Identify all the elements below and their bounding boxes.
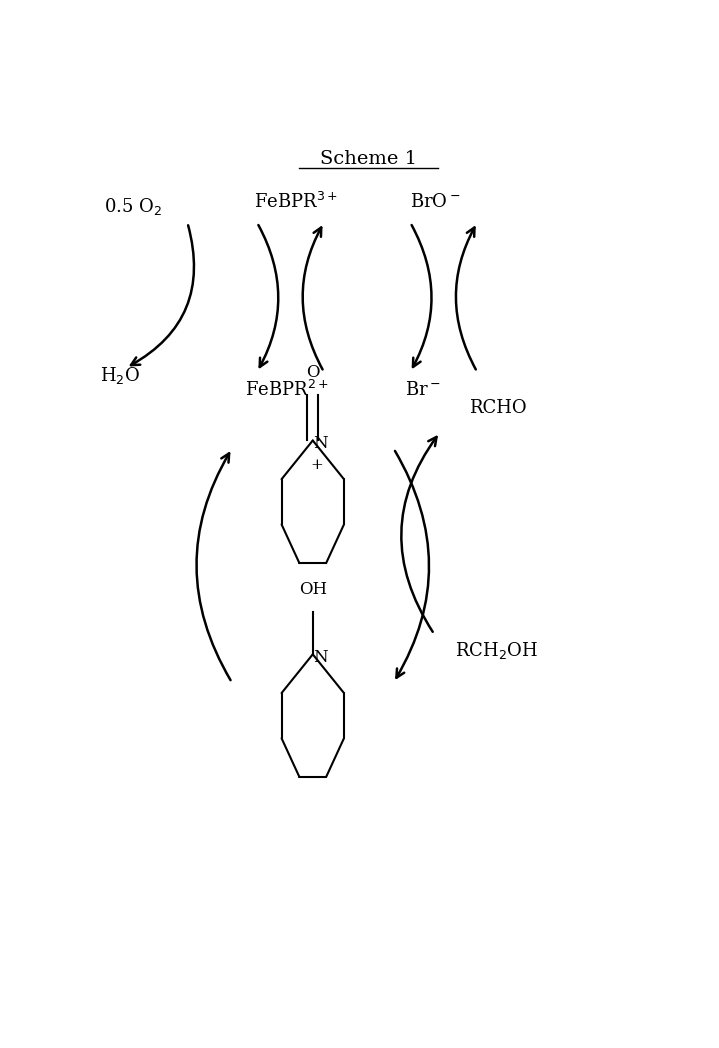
Text: OH: OH <box>298 582 327 598</box>
Text: Scheme 1: Scheme 1 <box>320 150 417 168</box>
Text: RCHO: RCHO <box>469 399 526 417</box>
Text: RCH$_2$OH: RCH$_2$OH <box>455 639 538 661</box>
Text: FeBPR$^{2+}$: FeBPR$^{2+}$ <box>244 380 329 400</box>
Text: Br$^-$: Br$^-$ <box>405 381 441 399</box>
Text: H$_2$O: H$_2$O <box>100 366 140 387</box>
Text: FeBPR$^{3+}$: FeBPR$^{3+}$ <box>255 193 338 213</box>
Text: +: + <box>310 458 323 472</box>
Text: O: O <box>306 365 319 381</box>
Text: BrO$^-$: BrO$^-$ <box>411 194 461 212</box>
Text: 0.5 O$_2$: 0.5 O$_2$ <box>104 196 162 217</box>
Text: N: N <box>313 649 328 667</box>
Text: N: N <box>313 435 328 452</box>
